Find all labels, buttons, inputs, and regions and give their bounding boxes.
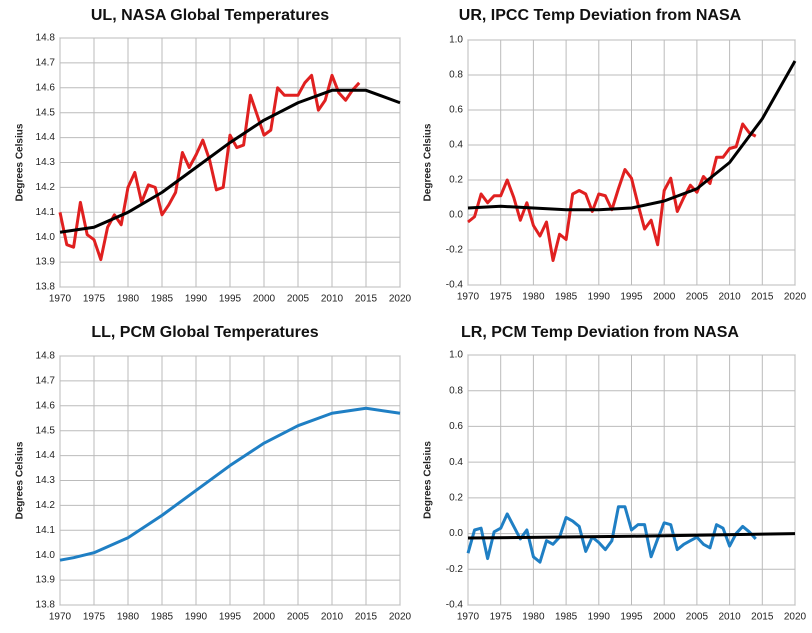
- x-tick-label: 1985: [151, 294, 174, 305]
- x-tick-label: 1970: [49, 612, 72, 623]
- y-tick-label: 13.9: [36, 575, 56, 586]
- x-tick-label: 1980: [117, 612, 140, 623]
- x-tick-label: 1990: [185, 612, 208, 623]
- y-tick-label: 0.2: [449, 492, 463, 503]
- x-tick-label: 1985: [151, 612, 174, 623]
- x-tick-label: 1990: [185, 294, 208, 305]
- x-tick-label: 2000: [653, 612, 676, 623]
- series-line: [59, 88, 401, 234]
- y-axis-label: Degrees Celsius: [423, 123, 434, 201]
- y-tick-label: -0.4: [446, 280, 464, 291]
- x-tick-label: 1995: [219, 612, 242, 623]
- y-tick-label: 0.0: [449, 528, 463, 539]
- y-tick-label: 14.0: [36, 550, 56, 561]
- y-tick-label: 14.8: [36, 33, 56, 44]
- x-tick-label: 2020: [784, 292, 807, 303]
- x-tick-label: 2020: [784, 612, 807, 623]
- x-tick-label: 2005: [287, 612, 310, 623]
- chart-title: LL, PCM Global Temperatures: [91, 324, 318, 341]
- chart-title: UR, IPCC Temp Deviation from NASA: [459, 7, 742, 24]
- y-tick-label: 0.8: [449, 385, 463, 396]
- y-tick-label: 1.0: [449, 350, 463, 361]
- y-axis-label: Degrees Celsius: [423, 441, 434, 519]
- y-tick-label: 14.7: [36, 58, 56, 69]
- y-tick-label: 14.5: [36, 107, 56, 118]
- y-tick-label: 0.6: [449, 105, 463, 116]
- x-tick-label: 1995: [219, 294, 242, 305]
- y-tick-label: -0.2: [446, 245, 464, 256]
- x-tick-label: 2005: [686, 612, 709, 623]
- x-tick-label: 1990: [588, 612, 611, 623]
- y-tick-label: 13.8: [36, 282, 56, 293]
- x-tick-label: 2000: [253, 294, 276, 305]
- y-tick-label: 0.2: [449, 175, 463, 186]
- x-tick-label: 1990: [588, 292, 611, 303]
- y-tick-label: 14.2: [36, 182, 56, 193]
- series-line: [59, 406, 401, 562]
- x-tick-label: 2010: [718, 292, 741, 303]
- x-tick-label: 1975: [83, 294, 106, 305]
- x-tick-label: 2010: [321, 294, 344, 305]
- x-tick-label: 1980: [522, 612, 545, 623]
- y-tick-label: 14.5: [36, 425, 56, 436]
- y-tick-label: 0.4: [449, 140, 463, 151]
- x-tick-label: 2000: [653, 292, 676, 303]
- x-tick-label: 2015: [751, 612, 774, 623]
- y-tick-label: 14.4: [36, 450, 56, 461]
- y-tick-label: 13.8: [36, 600, 56, 611]
- x-tick-label: 2010: [321, 612, 344, 623]
- y-tick-label: 0.6: [449, 421, 463, 432]
- y-axis-label: Degrees Celsius: [15, 441, 26, 519]
- x-tick-label: 1975: [490, 612, 513, 623]
- y-tick-label: 0.4: [449, 457, 463, 468]
- chart-title: UL, NASA Global Temperatures: [91, 7, 329, 24]
- x-tick-label: 1975: [490, 292, 513, 303]
- series-line: [58, 73, 361, 262]
- series-line: [466, 505, 757, 564]
- x-tick-label: 1995: [620, 612, 643, 623]
- y-tick-label: 14.1: [36, 525, 56, 536]
- x-tick-label: 2015: [751, 292, 774, 303]
- y-tick-label: 14.3: [36, 475, 56, 486]
- y-tick-label: 14.8: [36, 351, 56, 362]
- series-line: [467, 532, 796, 540]
- x-tick-label: 1980: [117, 294, 140, 305]
- y-tick-label: -0.2: [446, 564, 464, 575]
- y-tick-label: 14.7: [36, 376, 56, 387]
- x-tick-label: 2000: [253, 612, 276, 623]
- x-tick-label: 1970: [457, 292, 480, 303]
- y-axis-label: Degrees Celsius: [15, 123, 26, 201]
- y-tick-label: 0.0: [449, 210, 463, 221]
- series-line: [467, 60, 797, 212]
- x-tick-label: 2015: [355, 294, 378, 305]
- y-tick-label: -0.4: [446, 600, 464, 611]
- x-tick-label: 1985: [555, 612, 578, 623]
- y-tick-label: 14.3: [36, 157, 56, 168]
- x-tick-label: 1995: [620, 292, 643, 303]
- y-tick-label: 14.2: [36, 500, 56, 511]
- x-tick-label: 2020: [389, 612, 412, 623]
- x-tick-label: 1970: [457, 612, 480, 623]
- x-tick-label: 2020: [389, 294, 412, 305]
- y-tick-label: 14.1: [36, 207, 56, 218]
- y-tick-label: 14.0: [36, 232, 56, 243]
- y-tick-label: 14.4: [36, 132, 56, 143]
- x-tick-label: 1980: [522, 292, 545, 303]
- y-tick-label: 0.8: [449, 70, 463, 81]
- y-tick-label: 1.0: [449, 35, 463, 46]
- chart-title: LR, PCM Temp Deviation from NASA: [461, 324, 739, 341]
- x-tick-label: 1985: [555, 292, 578, 303]
- x-tick-label: 2010: [718, 612, 741, 623]
- x-tick-label: 1970: [49, 294, 72, 305]
- y-tick-label: 13.9: [36, 257, 56, 268]
- x-tick-label: 2005: [287, 294, 310, 305]
- x-tick-label: 2005: [686, 292, 709, 303]
- y-tick-label: 14.6: [36, 82, 56, 93]
- x-tick-label: 1975: [83, 612, 106, 623]
- x-tick-label: 2015: [355, 612, 378, 623]
- y-tick-label: 14.6: [36, 400, 56, 411]
